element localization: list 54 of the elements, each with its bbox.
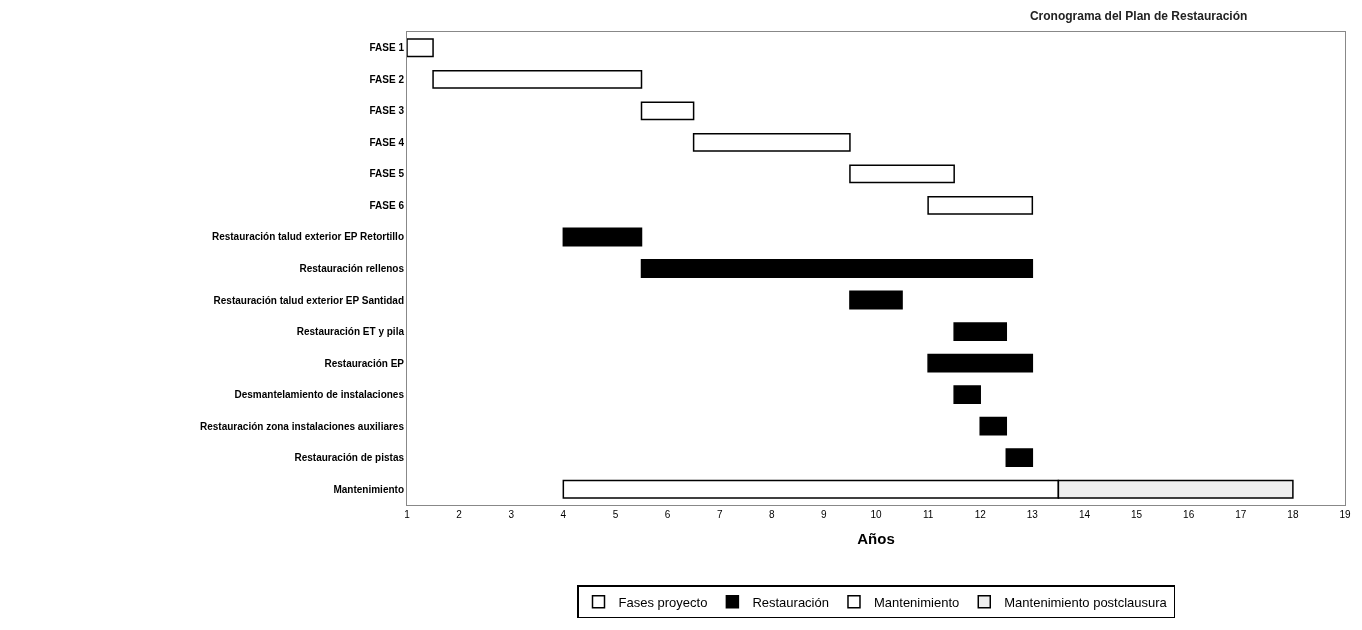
bar: [927, 196, 1034, 215]
x-axis-title: Años: [857, 530, 895, 547]
x-tick-label: 16: [1183, 509, 1195, 520]
y-tick-label: Restauración ET y pila: [296, 326, 405, 338]
chart-title: Cronograma del Plan de Restauración: [1029, 8, 1248, 23]
bar: [1005, 448, 1034, 468]
x-tick-label: 7: [716, 509, 723, 520]
x-tick-label: 17: [1235, 509, 1247, 520]
x-tick-label: 14: [1078, 509, 1091, 520]
y-tick-label: FASE 1: [369, 42, 405, 54]
y-tick-label: Restauración EP: [324, 357, 405, 369]
bar: [407, 38, 434, 58]
bar: [927, 353, 1034, 373]
y-tick-label: Desmantelamiento de instalaciones: [234, 389, 405, 401]
x-tick-label: 18: [1287, 509, 1299, 520]
x-tick-label: 12: [974, 509, 987, 520]
y-tick-label: Mantenimiento: [333, 483, 404, 495]
legend-label: Mantenimiento postclausura: [1004, 594, 1168, 610]
bar: [979, 416, 1008, 436]
y-tick-label: FASE 2: [369, 73, 405, 85]
x-tick-label: 1: [404, 509, 411, 520]
y-tick-label: FASE 6: [369, 199, 405, 211]
x-tick-label: 4: [560, 509, 567, 520]
bar: [640, 259, 1034, 278]
x-tick-label: 19: [1339, 509, 1351, 520]
x-tick-label: 6: [664, 509, 671, 520]
x-tick-label: 2: [456, 509, 463, 520]
x-tick-label: 3: [508, 509, 515, 520]
bar: [562, 227, 643, 247]
bar: [640, 101, 695, 121]
y-tick-label: Restauración de pistas: [294, 452, 405, 464]
legend-label: Fases proyecto: [618, 594, 708, 610]
x-tick-label: 13: [1026, 509, 1039, 520]
bar: [849, 164, 955, 184]
bar: [953, 322, 1008, 341]
y-tick-label: Restauración talud exterior EP Santidad: [213, 294, 404, 306]
legend-label: Restauración: [752, 594, 829, 610]
x-tick-label: 5: [612, 509, 619, 520]
y-tick-label: Restauración zona instalaciones auxiliares: [200, 420, 405, 432]
x-tick-label: 10: [870, 509, 882, 520]
x-tick-label: 9: [821, 509, 828, 520]
y-tick-label: FASE 5: [369, 168, 405, 180]
bar: [849, 290, 903, 310]
y-tick-label: Restauración rellenos: [299, 263, 405, 274]
bar: [953, 385, 981, 405]
bar: [692, 132, 851, 152]
bar: [432, 69, 643, 89]
x-tick-label: 8: [769, 509, 775, 520]
x-tick-label: 11: [922, 509, 934, 520]
legend-label: Mantenimiento: [873, 594, 960, 610]
y-tick-label: Restauración talud exterior EP Retortillo: [211, 231, 404, 243]
y-tick-label: FASE 3: [369, 105, 405, 117]
y-tick-label: FASE 4: [369, 136, 405, 148]
x-tick-label: 15: [1131, 509, 1143, 520]
